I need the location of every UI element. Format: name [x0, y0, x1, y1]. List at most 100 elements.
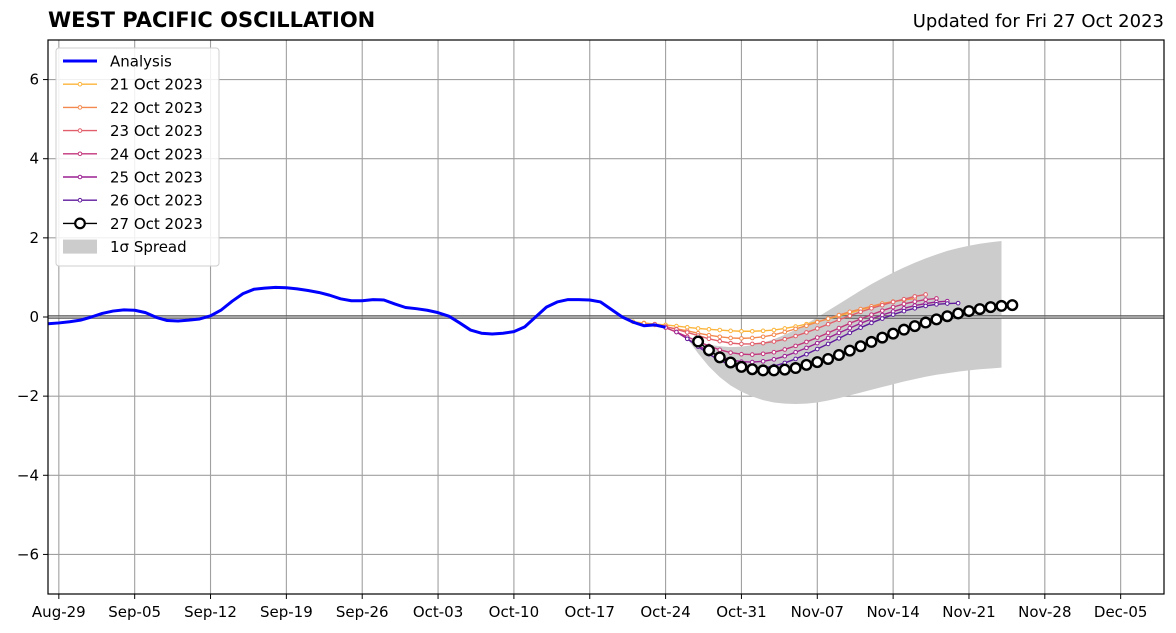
- latest-forecast-point: [778, 363, 791, 376]
- x-tick-label: Oct-17: [565, 603, 615, 621]
- latest-forecast-point: [941, 310, 954, 323]
- latest-forecast-point: [984, 301, 997, 314]
- forecast-point: [793, 349, 798, 355]
- forecast-point: [782, 329, 788, 335]
- forecast-point: [771, 339, 777, 344]
- forecast-point: [804, 323, 809, 329]
- forecast-point: [728, 328, 733, 334]
- forecast-point: [858, 325, 863, 330]
- latest-forecast-point: [789, 362, 802, 375]
- legend-forecast-label: 21 Oct 2023: [110, 76, 203, 94]
- forecast-point: [890, 299, 896, 305]
- forecast-point: [912, 294, 918, 299]
- y-tick-label: 2: [29, 229, 39, 247]
- forecast-point: [728, 350, 733, 355]
- forecast-point: [825, 330, 831, 336]
- forecast-point: [836, 336, 842, 341]
- y-tick-label: 0: [29, 308, 39, 326]
- forecast-point: [739, 341, 744, 347]
- grid-layer: [48, 40, 1164, 594]
- x-tick-label: Oct-24: [640, 603, 690, 621]
- forecast-point: [804, 345, 809, 351]
- legend-forecast-label: 24 Oct 2023: [110, 145, 203, 163]
- x-tick-label: Nov-21: [942, 603, 995, 621]
- forecast-point: [739, 336, 744, 341]
- forecast-point: [847, 313, 853, 319]
- forecast-point: [879, 302, 885, 308]
- legend-spread-label: 1σ Spread: [110, 238, 187, 256]
- latest-forecast-point: [822, 352, 835, 365]
- latest-forecast-point: [919, 316, 932, 329]
- forecast-point: [869, 316, 874, 322]
- y-tick-label: 6: [29, 71, 39, 89]
- latest-forecast-point: [735, 360, 748, 373]
- forecast-point: [890, 304, 896, 310]
- forecast-point: [760, 334, 766, 340]
- forecast-point: [814, 346, 820, 352]
- forecast-point: [771, 332, 777, 338]
- forecast-point: [782, 347, 788, 352]
- legend: Analysis 21 Oct 2023 22 Oct 2023 23 Oct 202…: [55, 47, 220, 267]
- latest-forecast-point: [952, 307, 965, 320]
- latest-forecast-point: [692, 335, 705, 348]
- latest-forecast-point: [962, 305, 975, 318]
- forecast-point: [836, 317, 842, 323]
- latest-forecast-point: [876, 331, 889, 344]
- forecast-point: [858, 321, 863, 326]
- x-tick-label: Oct-10: [489, 603, 539, 621]
- forecast-point: [739, 328, 744, 334]
- forecast-point: [869, 305, 874, 311]
- forecast-point: [771, 349, 777, 355]
- forecast-point: [912, 299, 918, 304]
- forecast-point: [804, 330, 809, 335]
- forecast-point: [804, 351, 809, 357]
- forecast-point: [793, 356, 798, 362]
- latest-forecast-point: [713, 351, 726, 364]
- forecast-point: [814, 335, 820, 340]
- forecast-point: [858, 309, 863, 315]
- forecast-point: [825, 335, 831, 341]
- y-axis-ticks: −6 −4 −2 0 2 4 6: [17, 71, 48, 563]
- x-tick-label: Nov-07: [791, 603, 844, 621]
- forecast-point: [782, 326, 788, 331]
- legend-forecast-label: 22 Oct 2023: [110, 99, 203, 117]
- forecast-point: [760, 340, 766, 346]
- forecast-point: [684, 324, 690, 330]
- legend-forecast-marker: [77, 128, 83, 133]
- x-tick-label: Sep-05: [108, 603, 161, 621]
- legend-analysis-label: Analysis: [110, 53, 172, 71]
- forecast-point: [793, 343, 798, 349]
- forecast-point: [955, 300, 961, 306]
- spread-layer: [687, 241, 1002, 405]
- forecast-point: [749, 352, 755, 357]
- latest-forecast-point: [1006, 299, 1019, 312]
- legend-forecast-marker: [77, 197, 83, 203]
- latest-forecast-point: [832, 348, 845, 361]
- x-tick-label: Oct-31: [716, 603, 766, 621]
- forecast-point: [771, 357, 777, 362]
- y-tick-label: −4: [17, 466, 39, 484]
- forecast-point: [836, 312, 842, 318]
- analysis-line: [48, 285, 666, 336]
- forecast-point: [717, 327, 723, 333]
- forecast-point: [923, 303, 928, 309]
- forecast-point: [706, 336, 712, 342]
- latest-forecast-point: [757, 364, 770, 377]
- y-tick-label: −2: [17, 387, 39, 405]
- forecast-point: [945, 301, 950, 306]
- legend-forecast-label: 25 Oct 2023: [110, 169, 203, 187]
- forecast-point: [901, 301, 907, 307]
- legend-box: [55, 47, 220, 267]
- forecast-point: [847, 309, 853, 315]
- spread-band: [687, 241, 1002, 405]
- legend-forecast-label: 27 Oct 2023: [110, 215, 203, 233]
- latest-forecast-point: [887, 327, 900, 340]
- latest-forecast-point: [746, 363, 759, 376]
- legend-forecast-label: 26 Oct 2023: [110, 192, 203, 210]
- latest-forecast-point: [930, 313, 943, 326]
- latest-forecast-point: [843, 344, 856, 357]
- forecast-point: [793, 333, 798, 339]
- forecast-point: [879, 312, 885, 318]
- forecast-point: [706, 326, 712, 332]
- forecast-point: [717, 338, 723, 344]
